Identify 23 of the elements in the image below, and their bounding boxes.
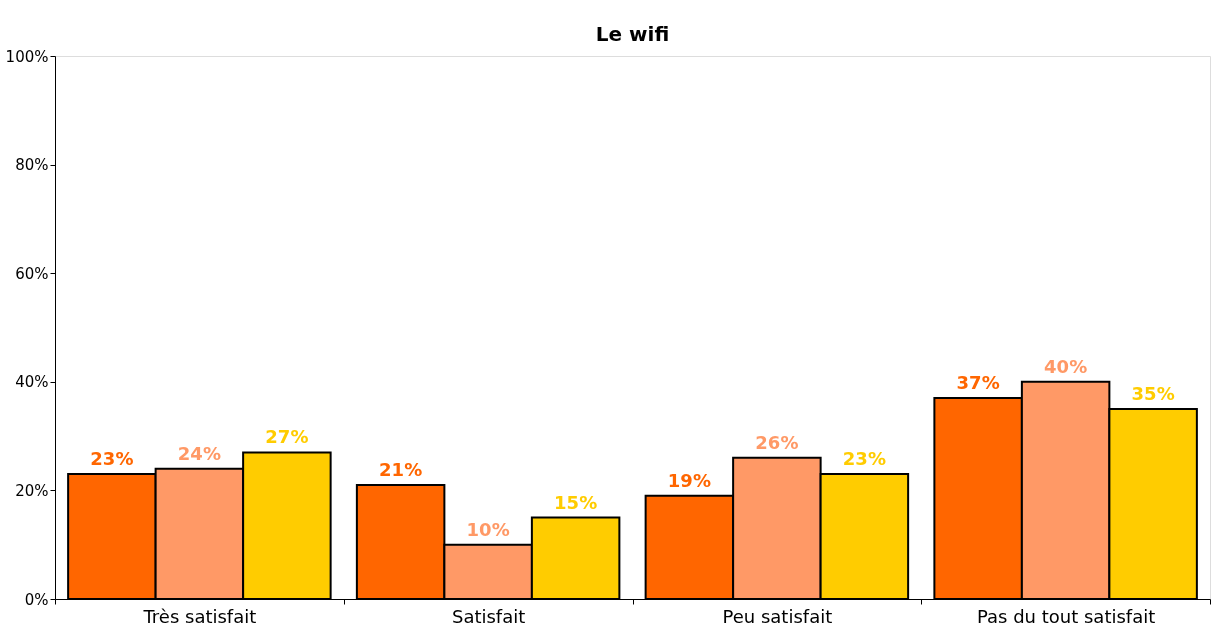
y-tick-label: 100% [5,47,49,66]
data-label: 23% [90,448,134,470]
data-label: 35% [1131,382,1175,404]
y-tick-label: 60% [15,264,49,283]
x-tick-label: Pas du tout satisfait [976,605,1156,627]
y-tick-label: 40% [15,373,49,392]
data-label: 21% [379,458,423,480]
data-label: 40% [1044,355,1088,377]
y-tick-label: 80% [15,156,49,175]
data-label: 19% [667,469,711,491]
data-label: 10% [466,518,510,540]
x-tick-label: Très satisfait [142,605,257,627]
data-label: 27% [265,426,309,448]
x-tick-label: Peu satisfait [722,605,833,627]
chart-title: Le wifi [595,22,670,46]
data-label: 24% [177,442,221,464]
y-tick-label: 0% [24,590,49,609]
data-label: 37% [956,372,1000,394]
data-label: 15% [554,491,598,513]
x-tick-label: Satisfait [451,605,526,627]
y-tick-label: 20% [15,481,49,500]
data-label: 26% [755,431,799,453]
data-label: 23% [842,448,886,470]
